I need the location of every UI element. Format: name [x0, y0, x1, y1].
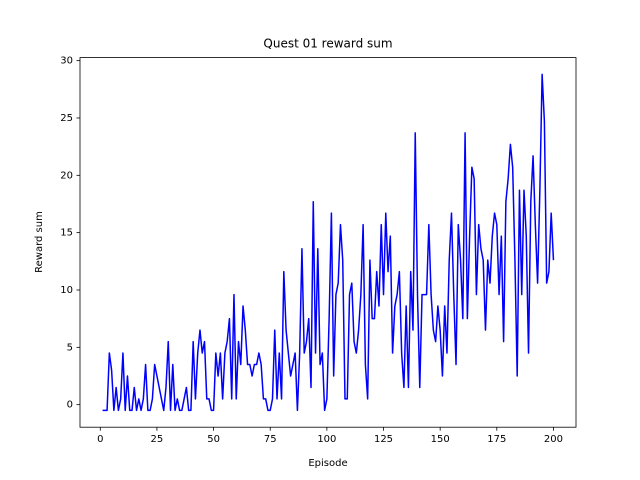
y-tick-label: 10 [60, 285, 73, 296]
x-tick-label: 75 [264, 434, 277, 445]
line [102, 73, 555, 412]
x-tick-label: 0 [97, 434, 103, 445]
y-axis-label: Reward sum [34, 211, 45, 273]
x-axis-label: Episode [308, 458, 347, 469]
x-tick-label: 25 [151, 434, 164, 445]
y-tick-label: 25 [60, 113, 73, 124]
y-tick-label: 0 [67, 400, 73, 411]
x-tick-label: 200 [544, 434, 563, 445]
axes-frame [79, 57, 577, 428]
x-tick-label: 150 [431, 434, 450, 445]
chart-title: Quest 01 reward sum [263, 37, 392, 51]
y-tick-label: 5 [67, 342, 73, 353]
x-tick-label: 100 [317, 434, 336, 445]
y-tick-label: 20 [60, 170, 73, 181]
x-tick-label: 50 [207, 434, 220, 445]
y-tick-label: 30 [60, 56, 73, 67]
x-tick-label: 175 [487, 434, 506, 445]
x-tick-label: 125 [374, 434, 393, 445]
y-tick-label: 15 [60, 228, 73, 239]
